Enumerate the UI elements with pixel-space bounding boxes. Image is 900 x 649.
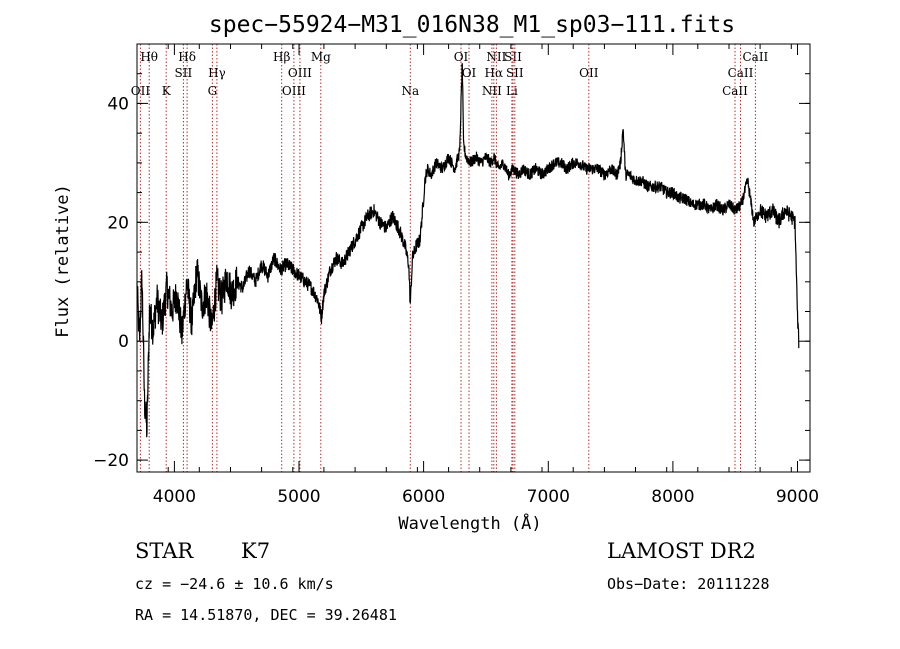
x-tick-label: 6000	[402, 487, 445, 507]
axis-ticks: 4000 5000 6000 7000 8000 9000 −20 0 20 40	[93, 43, 819, 507]
spectral-line-label: CaII	[728, 66, 754, 80]
spectral-line-label: Hγ	[208, 66, 226, 80]
spectral-line-label: CaII	[742, 50, 768, 64]
y-tick-label: 0	[118, 332, 129, 352]
x-tick-label: 7000	[527, 487, 570, 507]
x-axis-label: Wavelength (Å)	[398, 512, 541, 534]
y-tick-label: 20	[107, 213, 129, 233]
spectral-line-label: G	[208, 84, 218, 98]
info-subclass: K7	[241, 539, 270, 563]
spectral-line-label: OIII	[282, 84, 306, 98]
info-cz: cz = −24.6 ± 10.6 km/s	[135, 575, 334, 593]
spectral-line-label: K	[162, 84, 172, 98]
info-class: STAR	[135, 539, 194, 563]
x-tick-label: 5000	[277, 487, 320, 507]
spectral-line-label: Hθ	[140, 50, 158, 64]
y-tick-label: −20	[93, 451, 129, 471]
info-survey: LAMOST DR2	[607, 539, 756, 563]
spectral-line-label: SII	[504, 50, 522, 64]
chart-title: spec−55924−M31_016N38_M1_sp03−111.fits	[209, 12, 735, 38]
x-tick-label: 9000	[776, 487, 819, 507]
x-tick-label: 8000	[651, 487, 694, 507]
spectral-line-label: SII	[175, 66, 193, 80]
info-coords: RA = 14.51870, DEC = 39.26481	[135, 606, 397, 624]
y-axis-label: Flux (relative)	[53, 184, 73, 338]
spectral-line-label: Hα	[485, 66, 504, 80]
spectral-line-label: Hβ	[273, 50, 290, 64]
x-tick-label: 4000	[153, 487, 196, 507]
spectral-line-label: OI	[454, 50, 469, 64]
spectral-line-label: SII	[506, 66, 524, 80]
spectral-line-label: Li	[506, 84, 518, 98]
info-obs-date: Obs−Date: 20111228	[607, 575, 770, 593]
spectral-line-label: CaII	[722, 84, 748, 98]
spectral-line-label: OIII	[288, 66, 312, 80]
y-tick-label: 40	[107, 94, 129, 114]
spectral-line-label: Mg	[311, 50, 331, 64]
spectral-line-label: Hδ	[178, 50, 196, 64]
spectral-line-label: NII	[486, 50, 506, 64]
spectral-line-label: Na	[401, 84, 419, 98]
spectrum-series-line	[136, 63, 800, 438]
spectral-line-label: NII	[482, 84, 502, 98]
plot-frame	[136, 43, 811, 473]
spectral-line-label: OI	[462, 66, 477, 80]
spectral-line-label: OII	[579, 66, 599, 80]
spectral-line-label: OII	[131, 84, 151, 98]
